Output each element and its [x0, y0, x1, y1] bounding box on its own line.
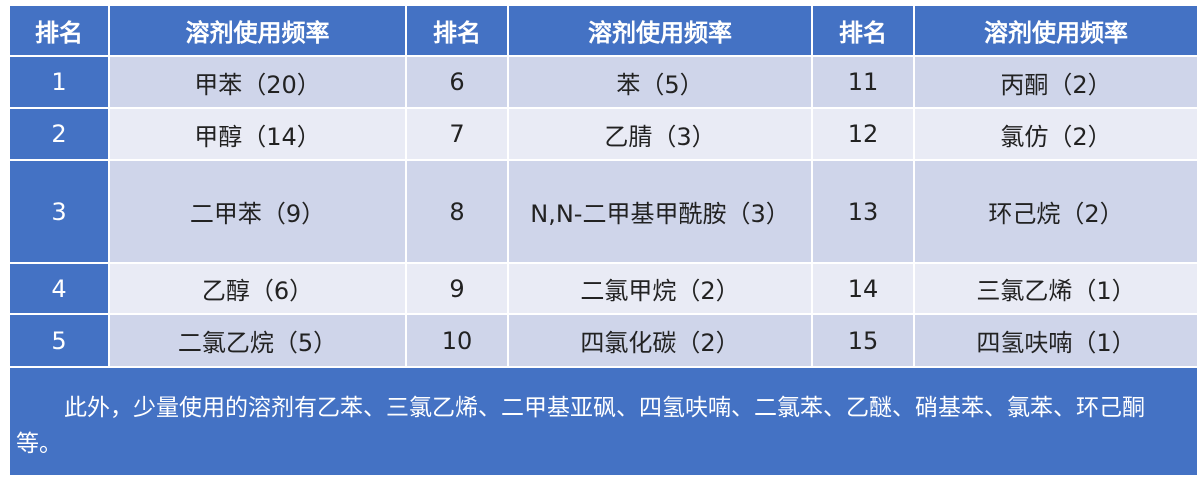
solvent-cell: 乙醇（6）	[110, 264, 405, 313]
rank-cell: 10	[407, 315, 507, 366]
solvent-text: 苯（5）	[616, 70, 704, 99]
header-rank: 排名	[813, 6, 913, 55]
footer-row: 此外，少量使用的溶剂有乙苯、三氯乙烯、二甲基亚砜、四氢呋喃、二氯苯、乙醚、硝基苯…	[10, 368, 1197, 475]
rank-cell: 11	[813, 57, 913, 107]
rank-cell: 4	[10, 264, 108, 313]
rank-cell: 7	[407, 109, 507, 159]
rank-cell: 9	[407, 264, 507, 313]
header-row: 排名 溶剂使用频率 排名 溶剂使用频率 排名 溶剂使用频率	[10, 6, 1197, 55]
rank-cell: 1	[10, 57, 108, 107]
rank-cell: 14	[813, 264, 913, 313]
solvent-cell: 丙酮（2）	[915, 57, 1197, 107]
table-row: 4 乙醇（6） 9 二氯甲烷（2） 14 三氯乙烯（1）	[10, 264, 1197, 313]
header-rank: 排名	[10, 6, 108, 55]
rank-cell: 6	[407, 57, 507, 107]
solvent-cell: 环己烷（2）	[915, 161, 1197, 262]
header-solvent: 溶剂使用频率	[509, 6, 811, 55]
solvent-text: 三氯乙烯（1）	[976, 277, 1136, 305]
solvent-text: 二氯甲烷（2）	[580, 277, 740, 305]
rank-cell: 15	[813, 315, 913, 366]
rank-cell: 5	[10, 315, 108, 366]
table-row: 2 甲醇（14） 7 乙腈（3） 12 氯仿（2）	[10, 109, 1197, 159]
solvent-cell: 二氯乙烷（5）	[110, 315, 405, 366]
solvent-cell: 苯（5）	[509, 57, 811, 107]
rank-cell: 3	[10, 161, 108, 262]
rank-cell: 12	[813, 109, 913, 159]
solvent-text: 二氯乙烷（5）	[177, 329, 338, 357]
solvent-text: 甲苯（20）	[194, 70, 321, 99]
table-row: 5 二氯乙烷（5） 10 四氯化碳（2） 15 四氢呋喃（1）	[10, 315, 1197, 366]
solvent-text: 乙醇（6）	[201, 277, 314, 305]
footer-note: 此外，少量使用的溶剂有乙苯、三氯乙烯、二甲基亚砜、四氢呋喃、二氯苯、乙醚、硝基苯…	[10, 368, 1197, 475]
solvent-text: 氯仿（2）	[1000, 122, 1112, 151]
solvent-text: 二甲苯（9）	[189, 200, 326, 228]
solvent-text: 四氯化碳（2）	[580, 329, 740, 357]
solvent-cell: 二甲苯（9）	[110, 161, 405, 262]
solvent-text: 环己烷（2）	[988, 200, 1124, 228]
rank-cell: 13	[813, 161, 913, 262]
table-row: 3 二甲苯（9） 8 N,N-二甲基甲酰胺（3） 13 环己烷（2）	[10, 161, 1197, 262]
solvent-cell: 甲苯（20）	[110, 57, 405, 107]
header-solvent: 溶剂使用频率	[915, 6, 1197, 55]
solvent-cell: 二氯甲烷（2）	[509, 264, 811, 313]
solvent-text: 丙酮（2）	[1000, 70, 1112, 99]
rank-cell: 2	[10, 109, 108, 159]
footer-text: 此外，少量使用的溶剂有乙苯、三氯乙烯、二甲基亚砜、四氢呋喃、二氯苯、乙醚、硝基苯…	[16, 395, 1145, 457]
header-rank: 排名	[407, 6, 507, 55]
solvent-cell: N,N-二甲基甲酰胺（3）	[509, 161, 811, 262]
solvent-cell: 甲醇（14）	[110, 109, 405, 159]
solvent-cell: 三氯乙烯（1）	[915, 264, 1197, 313]
solvent-cell: 乙腈（3）	[509, 109, 811, 159]
solvent-cell: 四氯化碳（2）	[509, 315, 811, 366]
solvent-text: 四氢呋喃（1）	[976, 329, 1136, 357]
solvent-text: 乙腈（3）	[604, 122, 716, 151]
solvent-text: N,N-二甲基甲酰胺（3）	[530, 200, 790, 228]
solvent-cell: 氯仿（2）	[915, 109, 1197, 159]
solvent-cell: 四氢呋喃（1）	[915, 315, 1197, 366]
solvent-frequency-table: 排名 溶剂使用频率 排名 溶剂使用频率 排名 溶剂使用频率 1 甲苯（20） 6…	[8, 4, 1199, 477]
solvent-text: 甲醇（14）	[194, 122, 321, 151]
rank-cell: 8	[407, 161, 507, 262]
header-solvent: 溶剂使用频率	[110, 6, 405, 55]
table-row: 1 甲苯（20） 6 苯（5） 11 丙酮（2）	[10, 57, 1197, 107]
